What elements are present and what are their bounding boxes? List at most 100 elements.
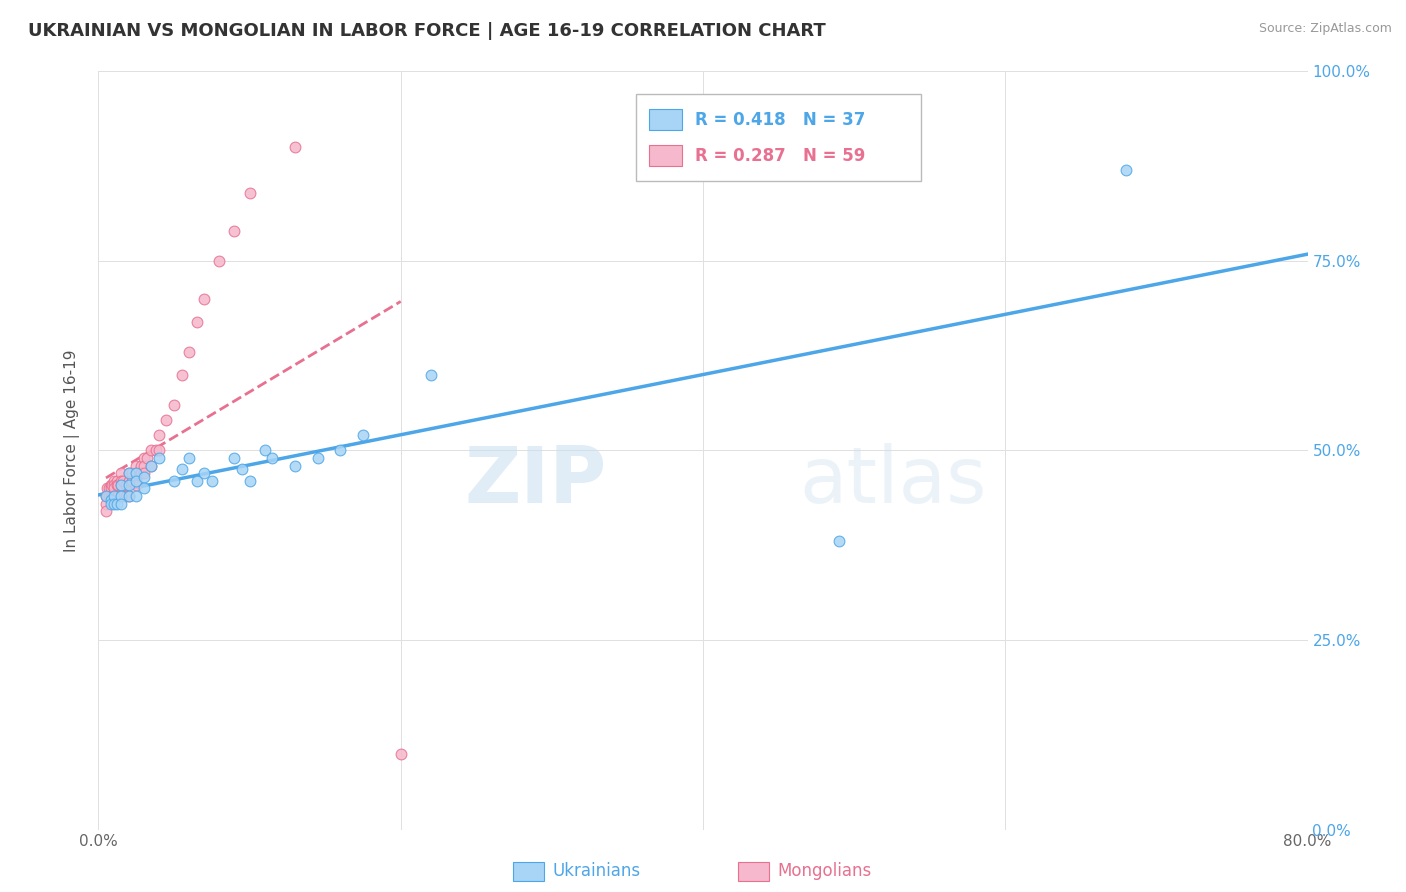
Point <box>389 747 412 761</box>
Point <box>179 451 201 466</box>
Point <box>98 482 121 496</box>
Point <box>141 458 163 473</box>
Point <box>179 344 201 359</box>
Point <box>201 474 224 488</box>
Point <box>148 451 170 466</box>
Point <box>118 467 141 481</box>
Point <box>208 253 231 268</box>
Point <box>186 314 208 328</box>
Point <box>94 489 117 503</box>
Text: ZIP: ZIP <box>464 442 606 519</box>
Point <box>129 458 152 473</box>
Point <box>253 443 276 458</box>
Point <box>94 489 117 503</box>
Point <box>121 467 143 481</box>
Point <box>239 474 262 488</box>
Point <box>100 492 122 507</box>
Point <box>118 489 141 503</box>
Point <box>420 368 443 382</box>
Point <box>193 292 215 306</box>
Point <box>110 477 132 491</box>
Point <box>170 368 193 382</box>
Point <box>125 477 148 491</box>
Point <box>103 489 125 503</box>
Point <box>125 470 148 484</box>
Point <box>101 489 124 503</box>
Point <box>110 474 132 488</box>
Point <box>284 140 307 154</box>
Point <box>125 458 148 473</box>
Point <box>100 477 122 491</box>
Point <box>352 428 374 442</box>
Point <box>118 489 141 503</box>
Point <box>239 186 262 200</box>
FancyBboxPatch shape <box>637 95 921 181</box>
Point <box>170 462 193 476</box>
Text: atlas: atlas <box>800 442 987 519</box>
Point <box>186 474 208 488</box>
Point <box>105 477 128 491</box>
Point <box>100 496 122 510</box>
Point <box>100 489 122 503</box>
Point <box>103 489 125 503</box>
Point <box>1115 163 1137 178</box>
Point <box>125 489 148 503</box>
Point <box>118 477 141 491</box>
Text: Ukrainians: Ukrainians <box>553 863 641 880</box>
Point <box>135 451 157 466</box>
Point <box>145 443 167 458</box>
Point <box>125 467 148 481</box>
Point <box>118 474 141 488</box>
Point <box>98 489 121 503</box>
Point <box>132 467 155 481</box>
Text: UKRAINIAN VS MONGOLIAN IN LABOR FORCE | AGE 16-19 CORRELATION CHART: UKRAINIAN VS MONGOLIAN IN LABOR FORCE | … <box>28 22 825 40</box>
Point <box>94 504 117 518</box>
Point <box>110 489 132 503</box>
Point <box>148 428 170 442</box>
Point <box>118 467 141 481</box>
Point <box>224 223 246 237</box>
Point <box>141 443 163 458</box>
Text: Mongolians: Mongolians <box>778 863 872 880</box>
Point <box>231 462 253 476</box>
Point <box>103 474 125 488</box>
Point <box>132 482 155 496</box>
Point <box>307 451 329 466</box>
Point <box>107 477 129 491</box>
Point <box>103 477 125 491</box>
Point <box>141 458 163 473</box>
Point <box>110 467 132 481</box>
Point <box>129 467 152 481</box>
Point <box>828 534 851 549</box>
Point <box>193 467 215 481</box>
Point <box>105 474 128 488</box>
Point <box>148 443 170 458</box>
Point <box>101 477 124 491</box>
Point <box>114 477 136 491</box>
Point <box>262 451 284 466</box>
Point <box>132 451 155 466</box>
Point <box>155 413 177 427</box>
Point <box>163 474 186 488</box>
Point <box>103 496 125 510</box>
Point <box>107 489 129 503</box>
Point <box>103 482 125 496</box>
Point <box>284 458 307 473</box>
Point <box>105 496 128 510</box>
Point <box>125 467 148 481</box>
Point <box>110 477 132 491</box>
Point <box>96 489 118 503</box>
Point <box>111 474 134 488</box>
Point <box>125 474 148 488</box>
Text: R = 0.418   N = 37: R = 0.418 N = 37 <box>695 111 865 128</box>
Point <box>96 482 118 496</box>
Point <box>132 470 155 484</box>
Point <box>105 489 128 503</box>
Point <box>110 496 132 510</box>
Point <box>94 496 117 510</box>
FancyBboxPatch shape <box>648 145 682 166</box>
Point <box>329 443 352 458</box>
Point <box>163 398 186 412</box>
Point <box>114 489 136 503</box>
Point <box>132 458 155 473</box>
